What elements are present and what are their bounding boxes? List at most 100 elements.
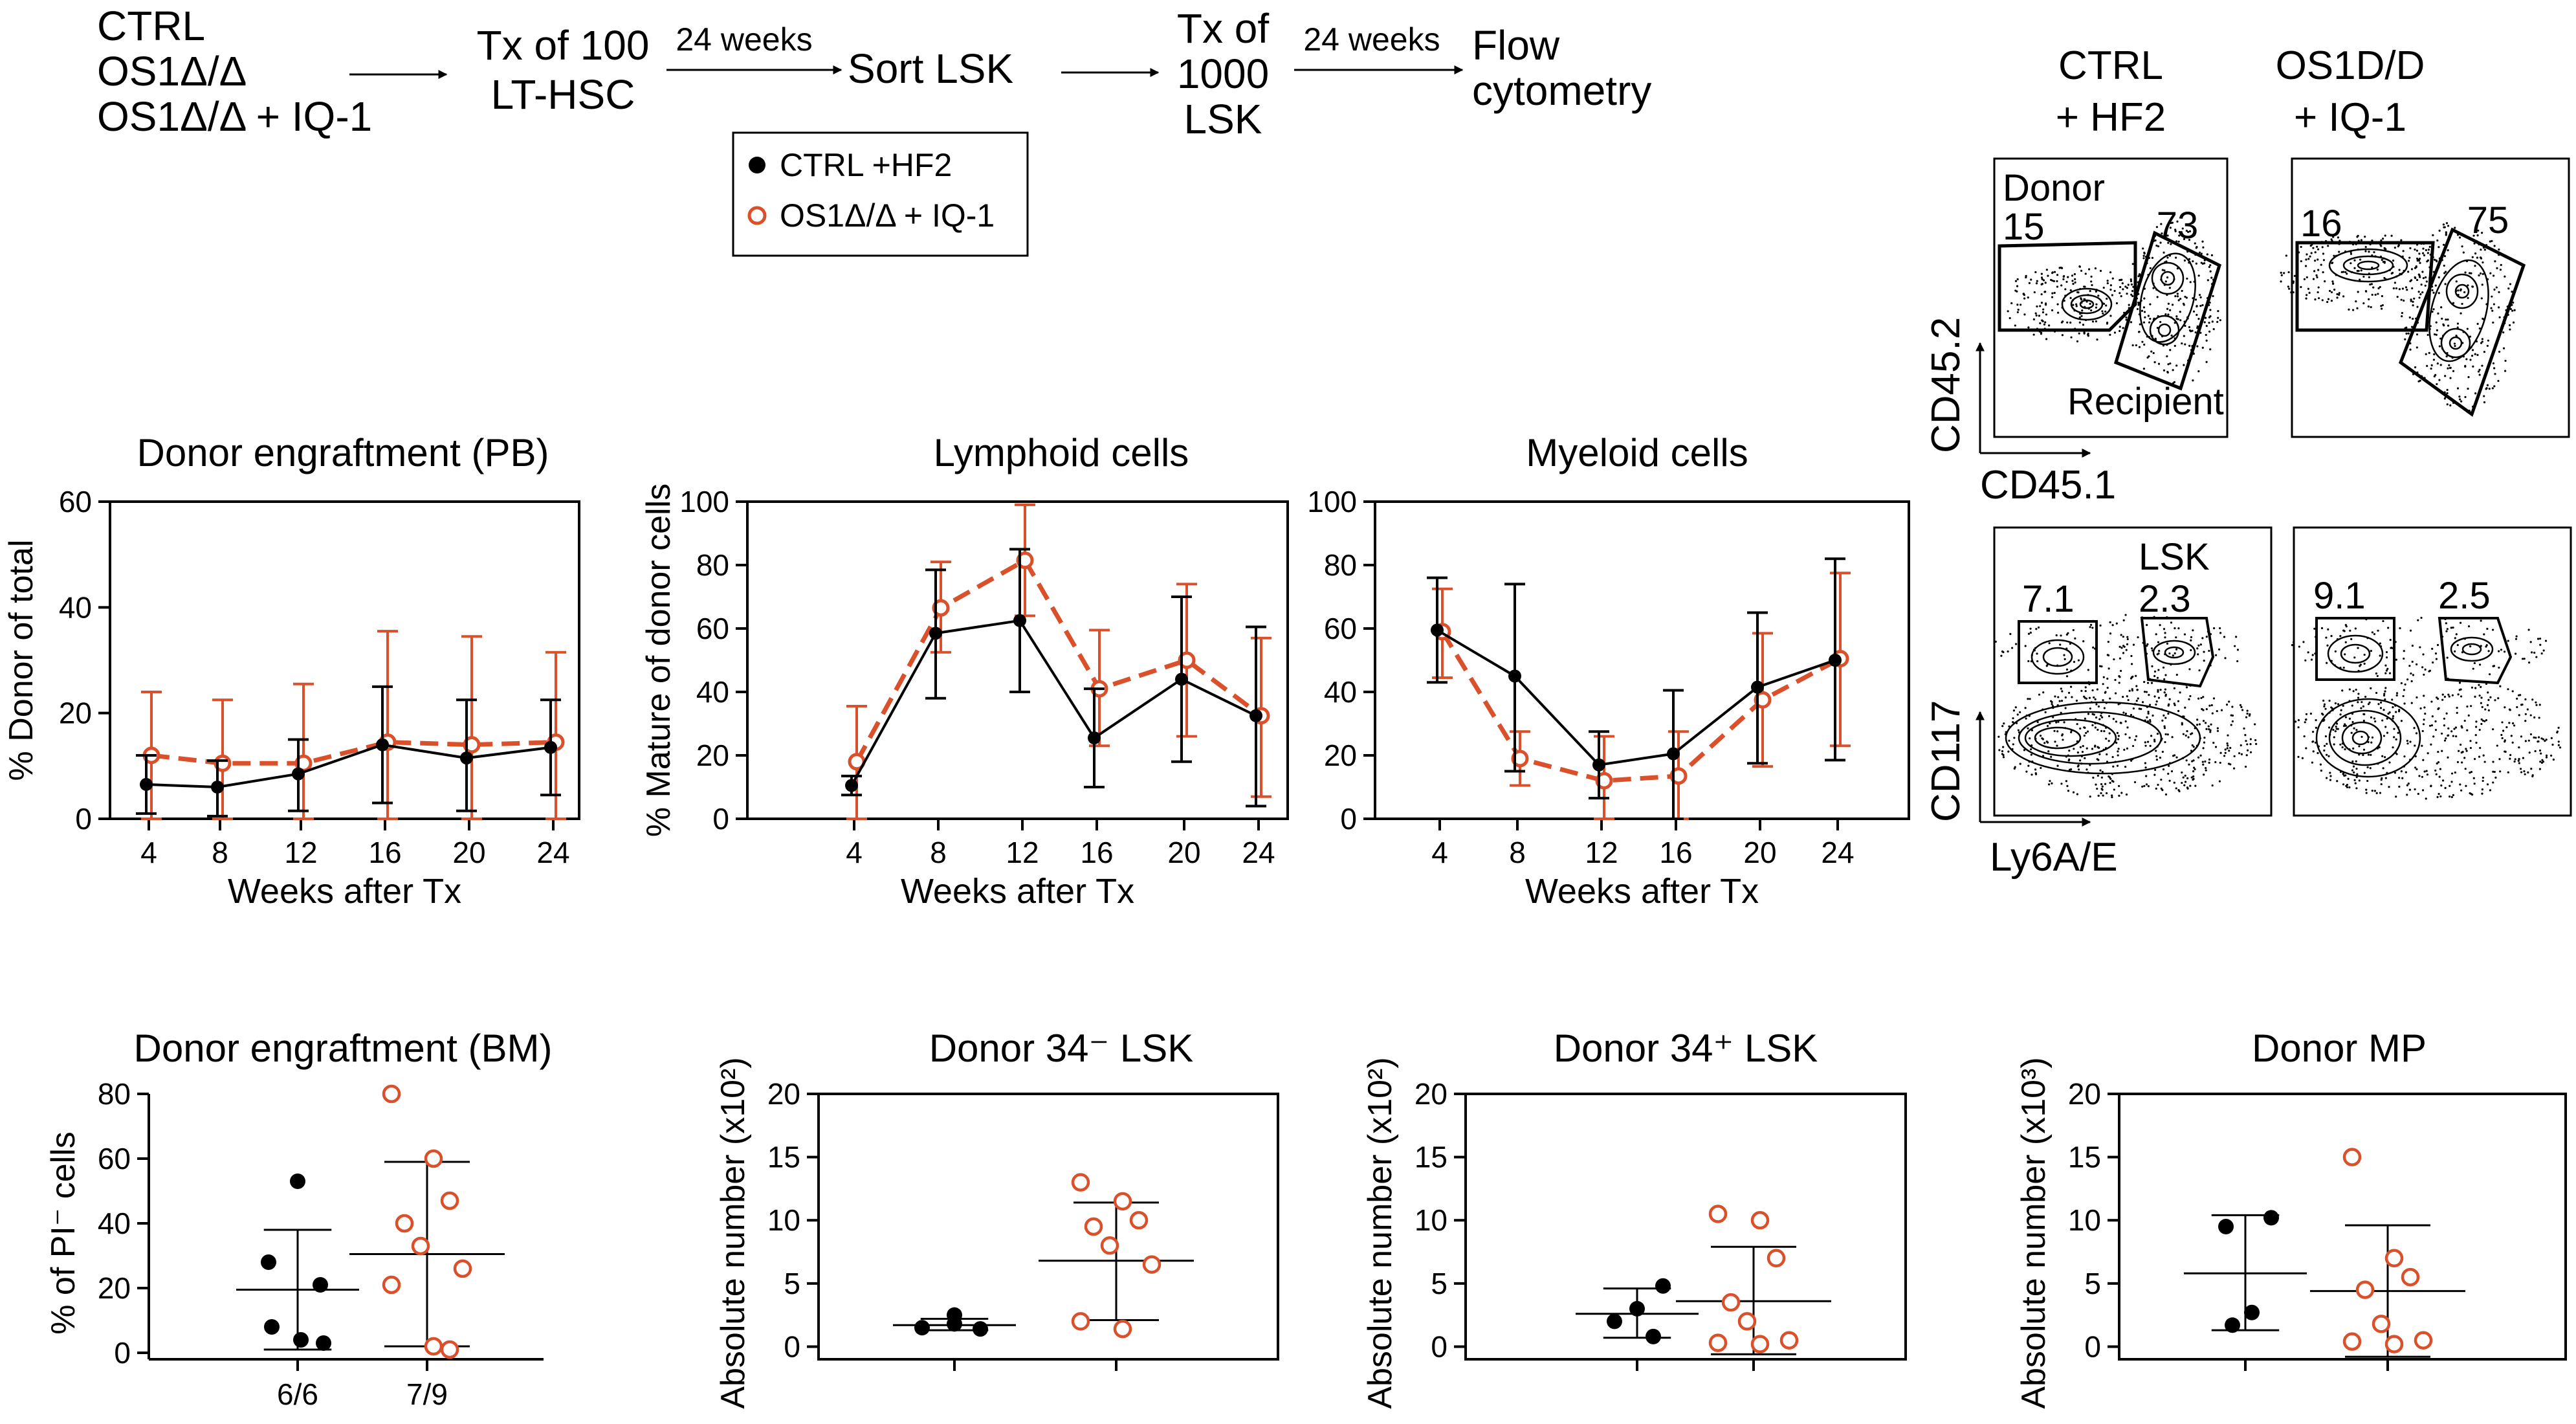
chart-title: Donor 34⁺ LSK <box>1554 1027 1818 1070</box>
flow-dot <box>2020 304 2022 306</box>
flow-dot <box>2106 321 2109 324</box>
flow-dot <box>2019 762 2021 765</box>
flow-dot <box>2487 709 2490 712</box>
flow-dot <box>2080 297 2082 300</box>
flow-dot <box>2307 651 2309 654</box>
flow-dot <box>2077 659 2080 662</box>
flow-dot <box>2146 682 2150 684</box>
flow-dot <box>2492 781 2494 784</box>
flow-dot <box>2454 637 2456 640</box>
flow-dot <box>2214 761 2217 764</box>
data-point-os1 <box>1767 1249 1786 1268</box>
data-point-ctrl <box>316 1335 331 1351</box>
flow-dot <box>2404 338 2406 340</box>
flow-dot <box>2034 768 2037 771</box>
flow-dot <box>2135 674 2137 677</box>
flow-dot <box>2244 765 2247 768</box>
flow-dot <box>2305 258 2307 261</box>
data-point-ctrl <box>1175 673 1188 686</box>
flow-dot <box>2439 768 2441 770</box>
flow-dot <box>2332 728 2335 731</box>
flow-dot <box>2370 650 2372 652</box>
flow-dot <box>2117 735 2120 737</box>
flow-dot <box>2194 298 2197 301</box>
flow-dot <box>2428 351 2430 354</box>
flow-dot <box>2246 709 2249 712</box>
y-tick-label: 20 <box>696 739 729 772</box>
flow-dot <box>2481 364 2483 367</box>
flow-dot <box>2091 724 2094 727</box>
flow-dot <box>2509 753 2512 757</box>
flow-dot <box>2305 713 2308 715</box>
flow-dot <box>2125 649 2128 651</box>
flow-dot <box>2045 313 2047 316</box>
flow-dot <box>2147 711 2150 713</box>
x-tick-label: 24 <box>536 836 569 869</box>
flow-dot <box>2480 718 2483 721</box>
flow-dot <box>2522 757 2524 759</box>
flow-dot <box>2176 220 2179 223</box>
flow-dot <box>2509 757 2511 760</box>
y-tick-label: 15 <box>1415 1140 1448 1174</box>
flow-dot <box>2170 221 2172 225</box>
flow-dot <box>2171 304 2174 306</box>
flow-dot <box>2370 283 2373 285</box>
flow-dot <box>2379 654 2381 657</box>
flow-dot <box>2196 325 2199 328</box>
flow-dot <box>2236 660 2239 663</box>
flow-dot <box>2470 705 2472 707</box>
flow-dot <box>2351 720 2354 724</box>
flow-dot <box>2315 719 2317 722</box>
flow-dot <box>2156 296 2159 298</box>
flow-dot <box>2044 321 2047 324</box>
flow-dot <box>2470 771 2473 773</box>
flow-dot <box>2498 248 2500 251</box>
flow-dot <box>2070 336 2073 339</box>
y-tick-label: 60 <box>696 612 729 645</box>
flow-dot <box>2383 709 2385 711</box>
flow-dot <box>2075 303 2078 306</box>
flow-dot <box>2372 286 2375 289</box>
group-os1: OS1Δ/Δ <box>97 48 247 95</box>
flow-dot <box>2166 256 2169 259</box>
flow-dot <box>2352 747 2355 750</box>
flow-dot <box>2163 269 2166 272</box>
flow-dot <box>2322 252 2325 255</box>
flow-dot <box>2216 710 2218 713</box>
flow-dot <box>2443 695 2447 698</box>
flow-dot <box>2395 711 2397 713</box>
flow-dot <box>2302 641 2305 643</box>
flow-dot <box>2557 740 2560 743</box>
flow-dot <box>2054 740 2056 743</box>
flow-dot <box>2234 645 2236 647</box>
flow-dot <box>2327 245 2329 247</box>
flow-dot <box>2384 756 2386 759</box>
flow-dot <box>2432 735 2435 738</box>
flow-dot <box>2508 708 2511 711</box>
flow-dot <box>2426 364 2428 367</box>
flow-dot <box>2406 742 2409 745</box>
x-tick-label: 4 <box>1431 836 1448 869</box>
flow-dot <box>2164 733 2167 735</box>
flow-dot <box>2456 322 2460 325</box>
flow-dot <box>2414 277 2417 280</box>
flow-dot <box>2012 743 2014 746</box>
flow-dot <box>2084 757 2086 759</box>
flow-dot <box>2422 277 2425 280</box>
flow-dot <box>2465 748 2467 750</box>
flow-dot <box>2207 279 2209 282</box>
chart-donor-engraftment-bm: Donor engraftment (BM)% of PI⁻ cells0204… <box>45 1027 552 1411</box>
flow-dot <box>2196 305 2198 308</box>
flow-dot <box>2122 711 2125 714</box>
flow-dot <box>2473 242 2476 245</box>
flow-dot <box>2109 697 2111 700</box>
flow-dot <box>2484 708 2487 711</box>
flow-dot <box>2199 754 2202 757</box>
flow-dot <box>2374 720 2377 723</box>
flow-dot <box>2384 672 2387 674</box>
data-point-os1 <box>1754 691 1772 709</box>
flow-dot <box>2427 249 2430 251</box>
flow-dot <box>2198 669 2201 672</box>
flow-dot <box>2412 300 2414 303</box>
plot-frame <box>817 1093 1279 1361</box>
